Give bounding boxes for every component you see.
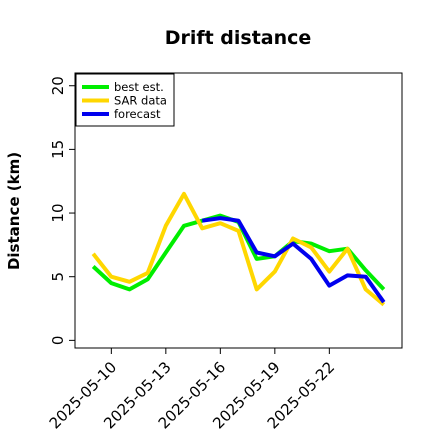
legend-label: SAR data: [114, 94, 167, 108]
legend-label: forecast: [114, 107, 161, 121]
series-line-sar-data: [91, 191, 386, 307]
y-tick-label: 15: [49, 140, 67, 159]
y-tick-label: 10: [49, 203, 67, 222]
plot-area-frame: [74, 72, 403, 349]
y-tick-label: 5: [49, 272, 67, 282]
chart-title: Drift distance: [165, 27, 312, 49]
series-line-forecast: [201, 216, 386, 304]
legend-label: best est.: [114, 80, 164, 94]
y-axis-label: Distance (km): [5, 152, 23, 270]
y-tick-label: 20: [49, 76, 67, 95]
y-tick-label: 0: [49, 336, 67, 346]
